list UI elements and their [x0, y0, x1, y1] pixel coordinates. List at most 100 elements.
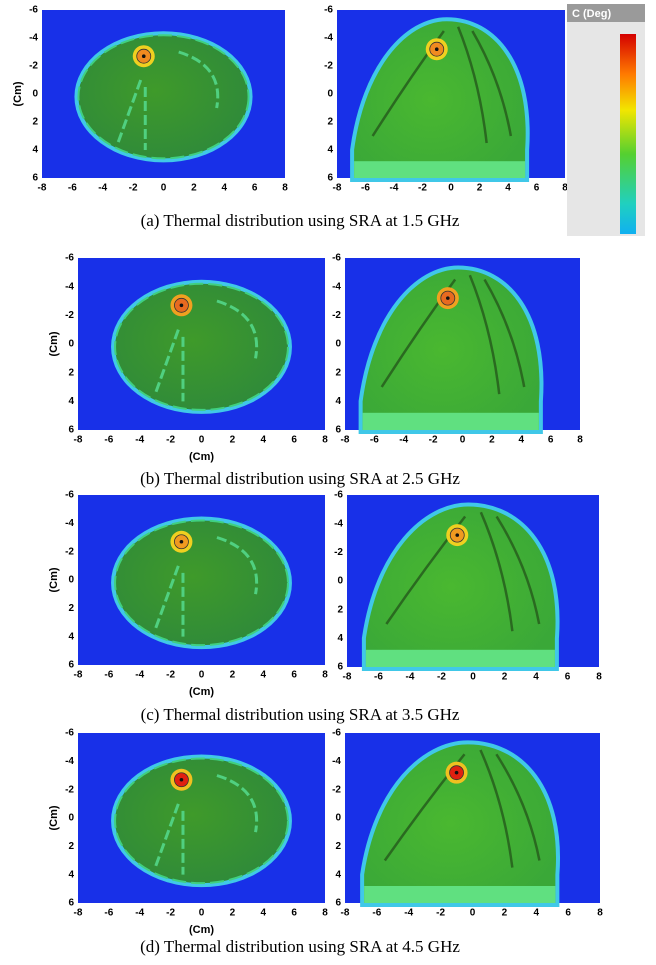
- x-tick-label: -8: [343, 672, 352, 683]
- y-tick-label: 0: [335, 813, 341, 824]
- thermal-map-sagittal: [345, 733, 600, 907]
- x-tick-label: -2: [166, 670, 175, 681]
- y-tick-label: -4: [65, 756, 74, 767]
- x-tick-label: 0: [448, 183, 454, 194]
- x-tick-label: 4: [260, 435, 266, 446]
- breast-tissue: [114, 757, 289, 885]
- x-tick-label: 8: [577, 435, 583, 446]
- y-tick-label: -2: [324, 61, 333, 72]
- y-tick-label: -6: [332, 728, 341, 739]
- y-tick-label: -6: [334, 490, 343, 501]
- y-tick-label: 2: [337, 604, 343, 615]
- x-tick-label: -2: [129, 183, 138, 194]
- breast-tissue: [114, 282, 289, 411]
- x-tick-label: 8: [322, 908, 328, 919]
- tumor-center: [434, 47, 439, 51]
- y-tick-label: -2: [332, 310, 341, 321]
- x-tick-label: 4: [518, 435, 524, 446]
- chest-wall: [365, 649, 555, 667]
- breast-tissue: [365, 506, 556, 667]
- gland-duct: [153, 774, 259, 875]
- x-tick-label: -8: [74, 908, 83, 919]
- y-tick-label: 0: [68, 813, 74, 824]
- x-tick-label: 2: [502, 908, 508, 919]
- y-tick-label: -4: [65, 281, 74, 292]
- gland-duct: [116, 50, 220, 150]
- x-tick-label: 2: [230, 435, 236, 446]
- x-tick-label: -2: [418, 183, 427, 194]
- y-tick-label: 6: [68, 425, 74, 436]
- y-tick-label: 2: [335, 841, 341, 852]
- chest-wall: [364, 886, 556, 903]
- x-tick-label: -4: [135, 670, 144, 681]
- y-tick-label: 0: [32, 89, 38, 100]
- x-tick-label: -2: [437, 672, 446, 683]
- y-tick-label: 0: [335, 339, 341, 350]
- tumor-center: [455, 533, 460, 537]
- x-tick-label: 0: [460, 435, 466, 446]
- y-tick-label: 2: [68, 841, 74, 852]
- breast-tissue: [362, 269, 540, 430]
- y-tick-label: 2: [32, 117, 38, 128]
- thermal-map-axial: [78, 733, 325, 903]
- x-tick-label: -6: [68, 183, 77, 194]
- x-tick-label: 4: [533, 672, 539, 683]
- y-tick-label: 6: [68, 660, 74, 671]
- y-axis-label: (Cm): [48, 567, 60, 592]
- thermal-map-axial: [78, 495, 325, 665]
- caption: (a) Thermal distribution using SRA at 1.…: [141, 211, 460, 230]
- y-tick-label: -2: [332, 784, 341, 795]
- y-tick-label: -6: [65, 253, 74, 264]
- y-axis-label: (Cm): [12, 81, 24, 106]
- y-tick-label: 6: [335, 425, 341, 436]
- x-tick-label: -2: [429, 435, 438, 446]
- x-tick-label: 0: [199, 435, 205, 446]
- x-tick-label: 2: [489, 435, 495, 446]
- breast-tissue: [364, 744, 557, 903]
- x-tick-label: -6: [372, 908, 381, 919]
- chest-wall: [354, 161, 526, 178]
- x-tick-label: -6: [370, 435, 379, 446]
- x-tick-label: -6: [104, 670, 113, 681]
- x-tick-label: -8: [341, 435, 350, 446]
- y-tick-label: 4: [335, 396, 341, 407]
- x-tick-label: 8: [562, 183, 568, 194]
- y-tick-label: 0: [68, 339, 74, 350]
- x-tick-label: 2: [477, 183, 483, 194]
- x-tick-label: -6: [104, 435, 113, 446]
- x-tick-label: 6: [252, 183, 258, 194]
- breast-tissue: [354, 21, 526, 179]
- x-tick-label: 2: [230, 908, 236, 919]
- x-tick-label: 8: [282, 183, 288, 194]
- x-tick-label: 6: [534, 183, 540, 194]
- x-tick-label: -8: [333, 183, 342, 194]
- thermal-map-axial: [42, 10, 285, 178]
- x-tick-label: 4: [260, 670, 266, 681]
- breast-tissue: [77, 34, 250, 160]
- x-tick-label: 6: [291, 908, 297, 919]
- chest-wall: [362, 412, 539, 430]
- x-tick-label: 4: [505, 183, 511, 194]
- x-tick-label: 6: [291, 435, 297, 446]
- tumor-center: [179, 539, 184, 544]
- gland-duct: [153, 536, 259, 637]
- x-tick-label: 0: [199, 908, 205, 919]
- x-tick-label: 0: [161, 183, 167, 194]
- colorbar-title: C (Deg): [572, 8, 611, 20]
- caption: (d) Thermal distribution using SRA at 4.…: [140, 937, 460, 956]
- x-tick-label: 8: [322, 670, 328, 681]
- tumor-center: [141, 54, 146, 58]
- x-tick-label: -2: [436, 908, 445, 919]
- y-tick-label: -2: [65, 784, 74, 795]
- thermal-map-sagittal: [337, 10, 565, 182]
- x-tick-label: -8: [74, 435, 83, 446]
- y-tick-label: -2: [65, 546, 74, 557]
- y-tick-label: -4: [334, 518, 343, 529]
- x-tick-label: 0: [470, 672, 476, 683]
- x-tick-label: 4: [260, 908, 266, 919]
- x-tick-label: 4: [533, 908, 539, 919]
- x-tick-label: 0: [470, 908, 476, 919]
- tumor-center: [454, 770, 459, 775]
- x-tick-label: 8: [597, 908, 603, 919]
- y-tick-label: 6: [327, 173, 333, 184]
